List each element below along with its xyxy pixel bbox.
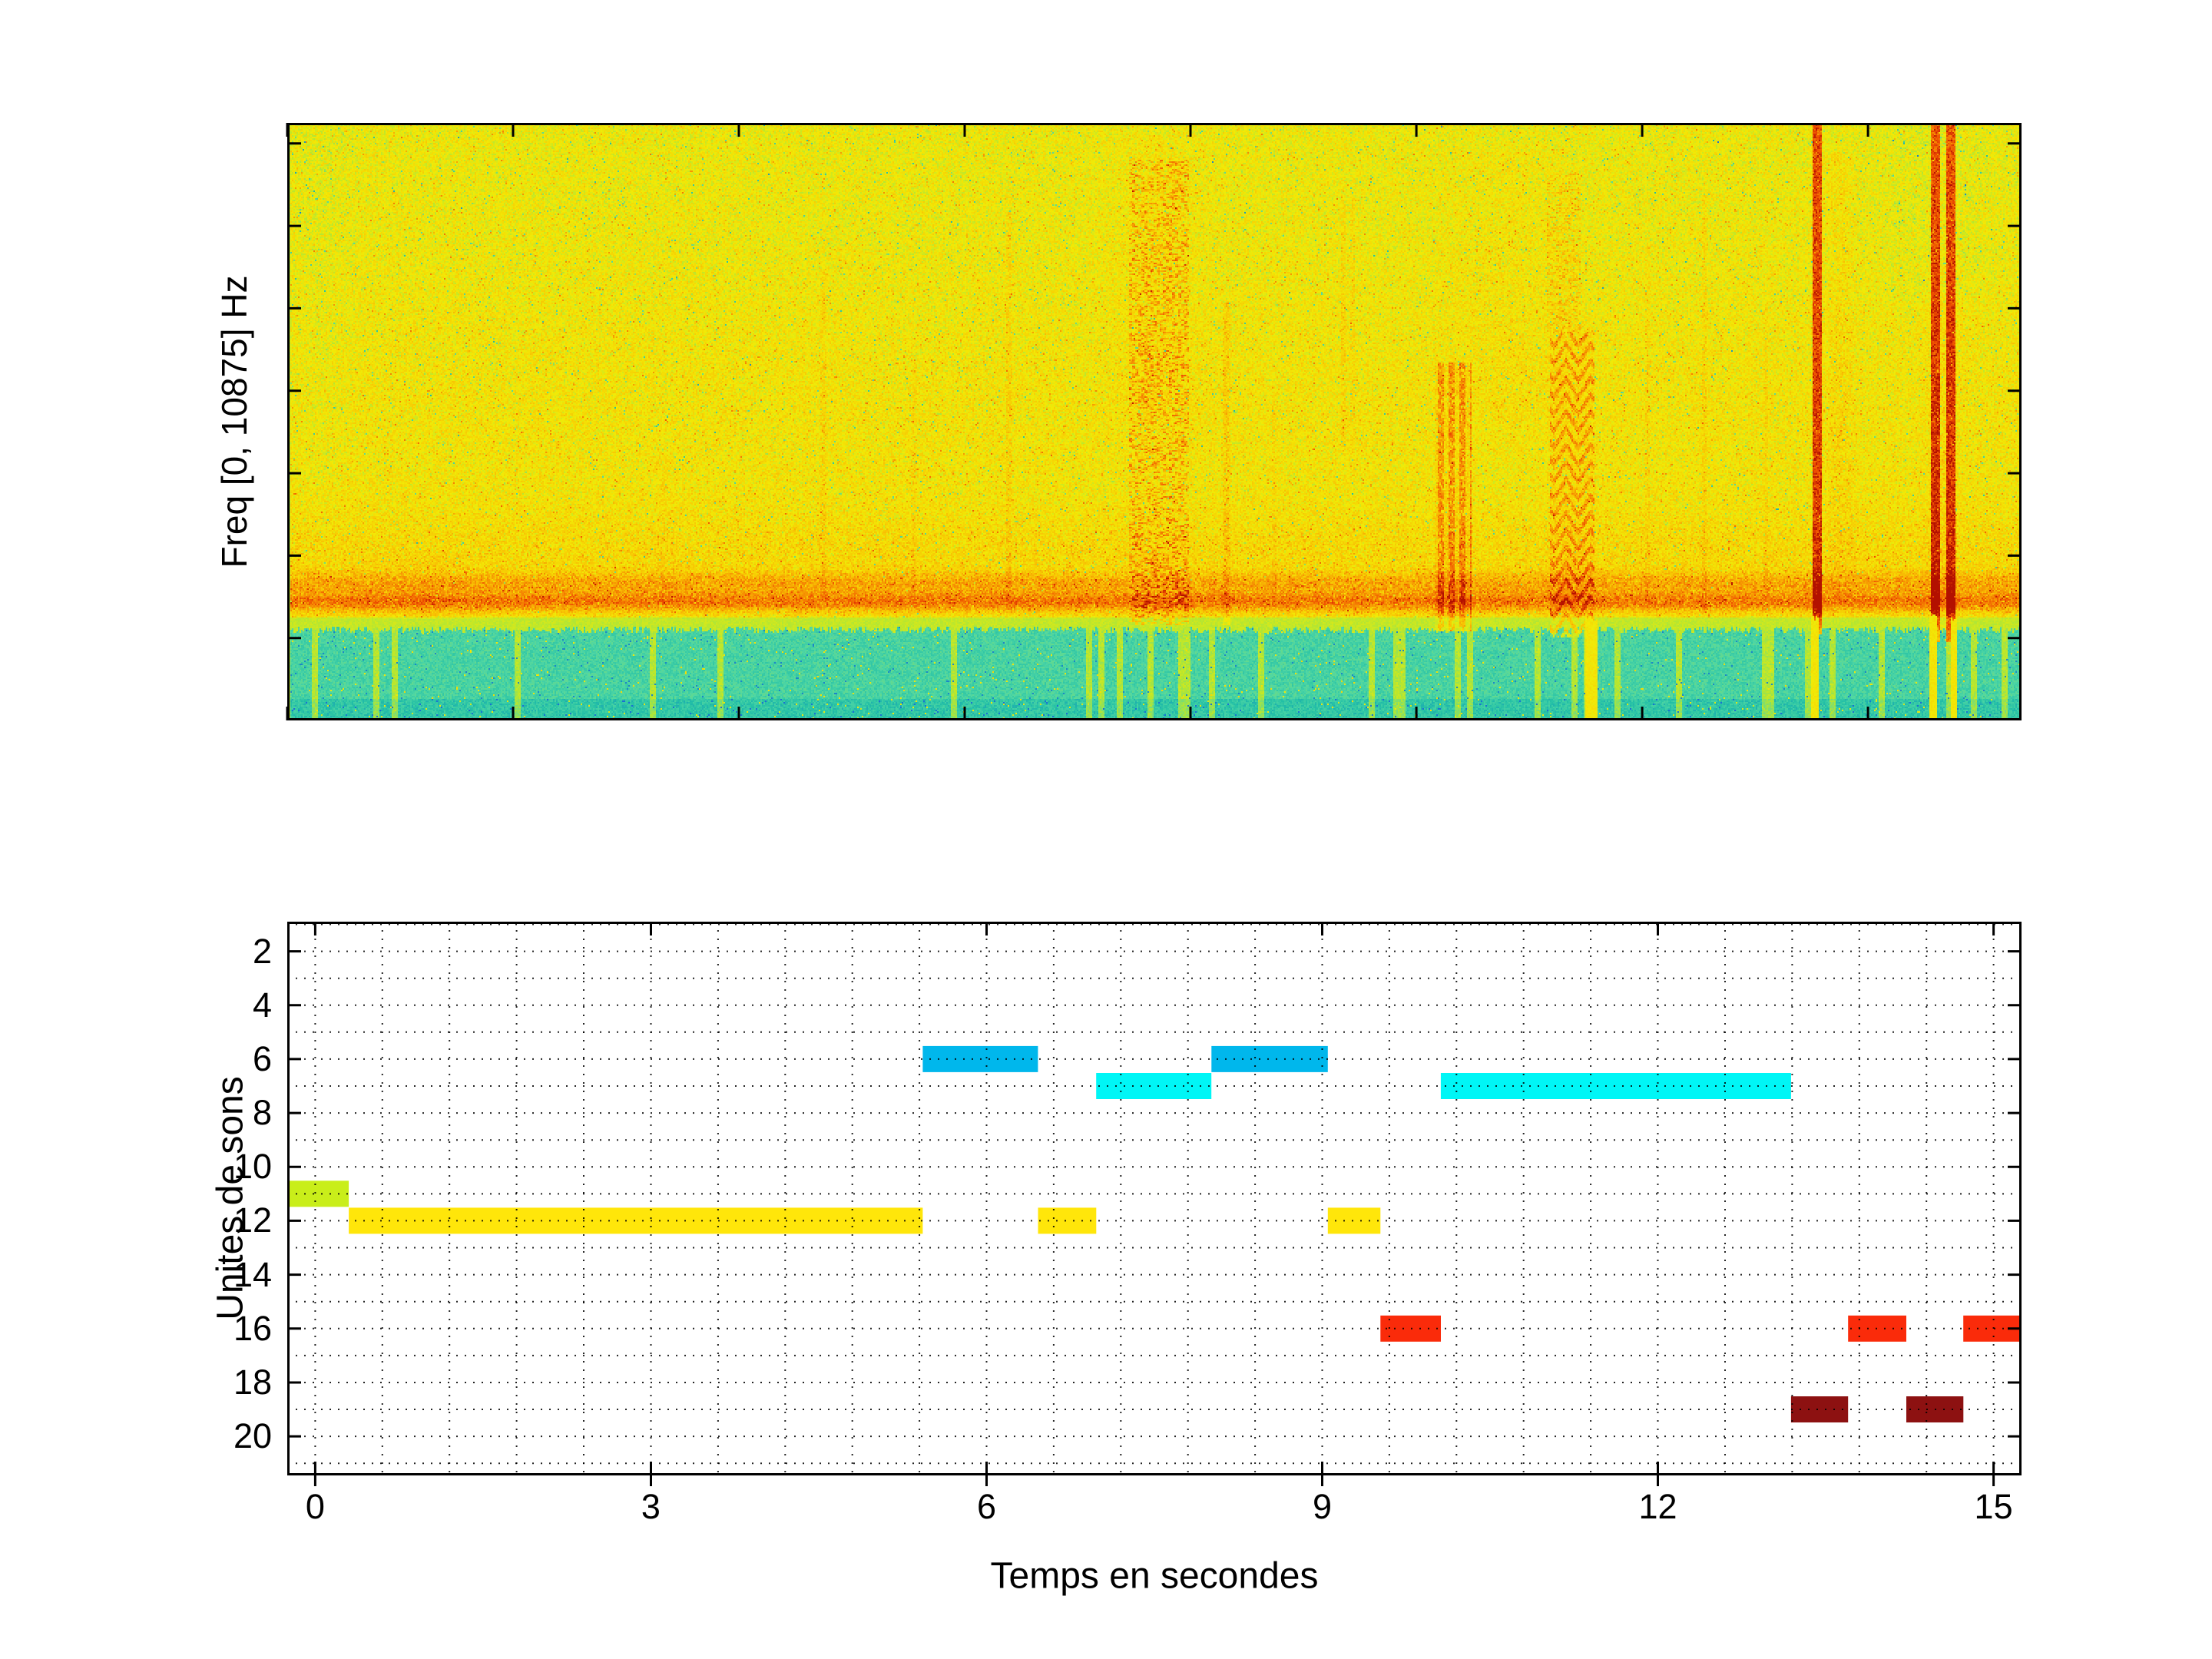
timeline-xtick-label: 15: [1974, 1487, 2013, 1526]
timeline-bar-unit-12: [349, 1207, 923, 1234]
timeline-bar-unit-12: [1327, 1207, 1381, 1234]
timeline-bar-unit-7: [1096, 1073, 1212, 1099]
timeline-axes: [287, 922, 2022, 1486]
timeline-xtick-label: 6: [976, 1487, 996, 1526]
timeline-ytick-label: 18: [233, 1362, 272, 1402]
timeline-ytick-label: 6: [252, 1038, 272, 1078]
timeline-ytick-label: 16: [233, 1308, 272, 1348]
timeline-ytick-label: 2: [252, 931, 272, 971]
timeline-ytick-label: 8: [252, 1093, 272, 1133]
spectrogram-axes: [286, 123, 2022, 720]
timeline-ytick-label: 12: [233, 1200, 272, 1240]
timeline-bar-unit-16: [1848, 1315, 1906, 1342]
spectrogram-box: [287, 123, 2022, 720]
timeline-ytick-label: 4: [252, 985, 272, 1025]
timeline-xtick-label: 3: [641, 1487, 661, 1526]
timeline-xlabel: Temps en secondes: [990, 1555, 1319, 1597]
spectrogram-ylabel: Freq [0, 10875] Hz: [214, 275, 254, 568]
timeline-bar-unit-12: [1038, 1207, 1097, 1234]
timeline-bar-unit-7: [1440, 1073, 1791, 1099]
timeline-xtick-label: 12: [1638, 1487, 1677, 1526]
timeline-ytick-label: 14: [233, 1254, 272, 1294]
spectrogram-frame: [286, 123, 2022, 720]
timeline-xtick-label: 9: [1313, 1487, 1333, 1526]
timeline-plot: [287, 922, 2022, 1486]
timeline-ytick-label: 20: [233, 1416, 272, 1456]
timeline-bar-unit-16: [1380, 1315, 1441, 1342]
spectrogram-image: [287, 123, 2022, 720]
timeline-ytick-label: 10: [233, 1147, 272, 1187]
timeline-bar-unit-6: [1211, 1045, 1328, 1072]
timeline-box: [287, 922, 2022, 1475]
timeline-xtick-label: 0: [305, 1487, 325, 1526]
